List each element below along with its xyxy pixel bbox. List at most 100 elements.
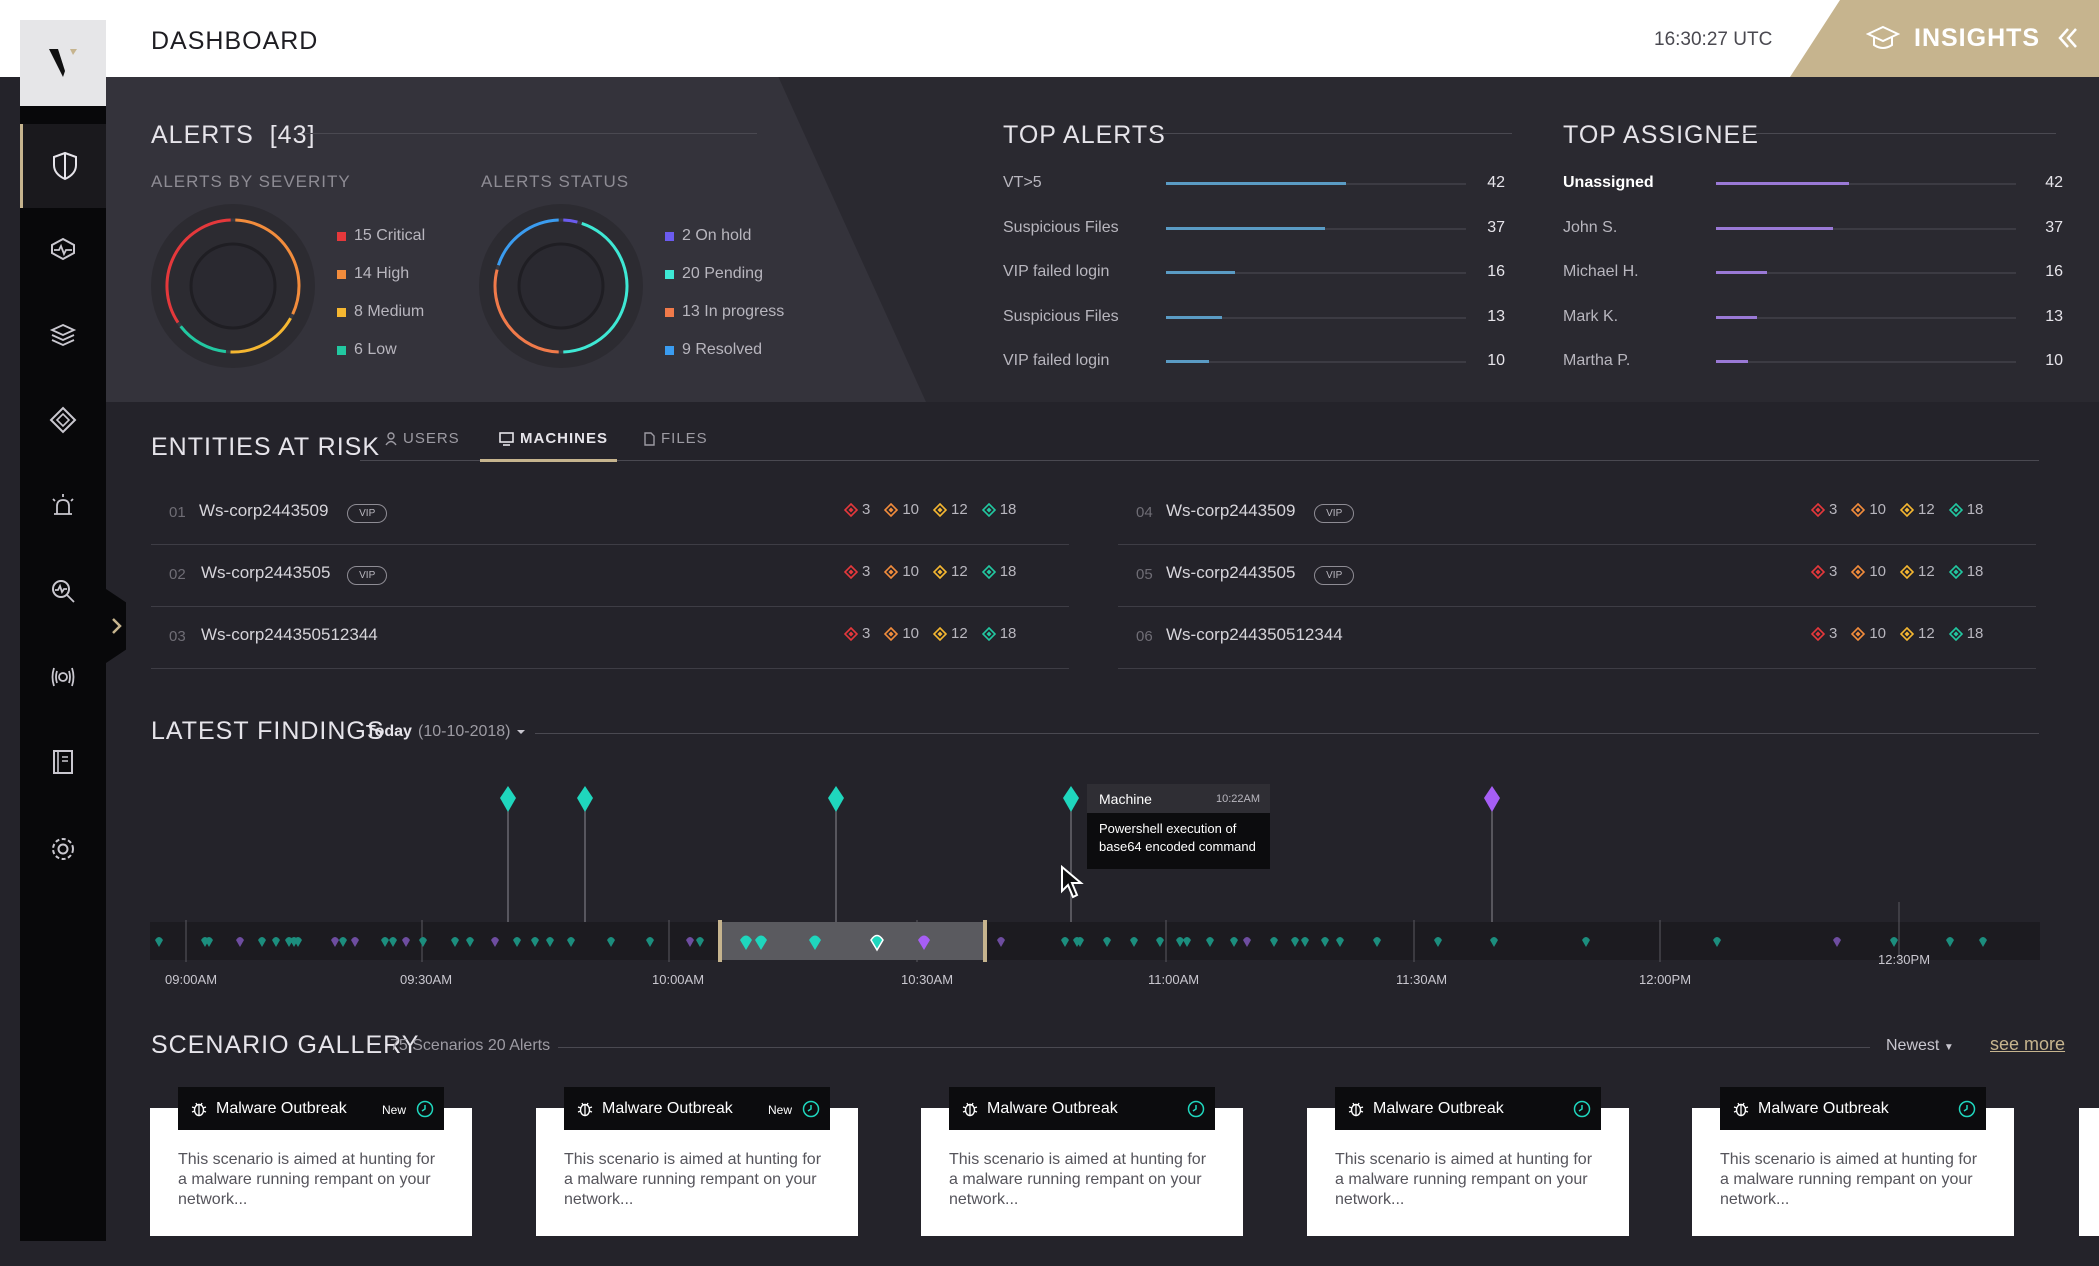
severity-legend-item[interactable]: 6 Low bbox=[337, 341, 397, 359]
critical-count: 3 bbox=[1811, 625, 1837, 642]
low-count: 18 bbox=[981, 501, 1016, 518]
top-alert-label: Suspicious Files bbox=[1003, 307, 1119, 325]
high-diamond-icon bbox=[1851, 502, 1866, 517]
insights-button[interactable]: INSIGHTS bbox=[1790, 0, 2099, 77]
severity-arc-critical bbox=[165, 218, 231, 324]
top-alert-label: VIP failed login bbox=[1003, 352, 1110, 369]
bug-icon bbox=[577, 1102, 593, 1117]
top-alert-value: 37 bbox=[1487, 218, 1505, 236]
timeline-finding-dot bbox=[419, 937, 427, 947]
status-legend-item[interactable]: 9 Resolved bbox=[665, 341, 762, 359]
finding-pin bbox=[577, 786, 593, 812]
date-dropdown-icon[interactable] bbox=[516, 728, 526, 736]
tab-machines-label: MACHINES bbox=[520, 430, 609, 447]
scenario-card-header[interactable]: Malware Outbreak bbox=[949, 1087, 1215, 1130]
diamond-icon bbox=[49, 406, 77, 434]
top-alert-bar-track bbox=[1166, 360, 1466, 363]
tooltip-text: Powershell execution of base64 encoded c… bbox=[1099, 821, 1256, 854]
logo[interactable] bbox=[20, 20, 106, 106]
tab-files[interactable]: FILES bbox=[644, 430, 708, 447]
timeline-finding-dot bbox=[1243, 937, 1251, 947]
entity-row[interactable]: 04 Ws-corp2443509 VIP 3 10 12 18 bbox=[1118, 482, 2036, 545]
entity-row[interactable]: 06 Ws-corp244350512344 3 10 12 18 bbox=[1118, 606, 2036, 669]
sidebar-item-shield[interactable] bbox=[20, 124, 106, 208]
sidebar-item-settings[interactable] bbox=[20, 807, 106, 891]
active-tab-indicator bbox=[480, 459, 617, 462]
tab-users[interactable]: USERS bbox=[385, 430, 460, 447]
scenario-card-partial[interactable] bbox=[2079, 1108, 2099, 1236]
entity-row[interactable]: 03 Ws-corp244350512344 3 10 12 18 bbox=[151, 606, 1069, 669]
medium-diamond-icon bbox=[933, 564, 948, 579]
legend-swatch bbox=[337, 269, 346, 279]
top-alert-bar-track bbox=[1166, 182, 1466, 185]
timeline-finding-dot bbox=[1582, 937, 1590, 947]
tab-files-label: FILES bbox=[661, 430, 708, 447]
sidebar-item-radar[interactable] bbox=[20, 635, 106, 719]
scenario-card-header[interactable]: Malware Outbreak bbox=[1720, 1087, 1986, 1130]
entity-number: 01 bbox=[169, 504, 186, 521]
top-alert-value: 16 bbox=[1487, 263, 1505, 280]
timeline-selection-handle-left bbox=[718, 920, 722, 962]
high-diamond-icon bbox=[1851, 626, 1866, 641]
assignee-label: Martha P. bbox=[1563, 352, 1631, 369]
alerts-title-rule bbox=[305, 133, 757, 134]
scenario-card-header[interactable]: Malware Outbreak bbox=[1335, 1087, 1601, 1130]
critical-count: 3 bbox=[844, 501, 870, 518]
scenario-card-header[interactable]: Malware Outbreak New bbox=[564, 1087, 830, 1130]
status-legend-item[interactable]: 2 On hold bbox=[665, 227, 751, 245]
low-count: 18 bbox=[1948, 563, 1983, 580]
legend-swatch bbox=[665, 231, 674, 241]
scenario-description: This scenario is aimed at hunting for a … bbox=[1720, 1151, 1978, 1208]
entity-row[interactable]: 02 Ws-corp2443505 VIP 3 10 12 18 bbox=[151, 544, 1069, 607]
timeline-selected-finding bbox=[755, 935, 767, 950]
top-alert-label: VIP failed login bbox=[1003, 263, 1110, 280]
sort-dropdown[interactable]: Newest ▼ bbox=[1886, 1037, 1954, 1055]
status-legend-item[interactable]: 13 In progress bbox=[665, 303, 784, 321]
sidebar-item-layers[interactable] bbox=[20, 293, 106, 377]
top-alert-value: 42 bbox=[1487, 174, 1505, 191]
timeline-finding-dot bbox=[1979, 937, 1987, 947]
timeline-finding-dot bbox=[491, 937, 499, 947]
top-alert-label: VT>5 bbox=[1003, 174, 1042, 191]
top-alert-bar-track bbox=[1166, 226, 1466, 230]
timeline-finding-dot bbox=[258, 937, 266, 947]
legend-swatch bbox=[337, 307, 346, 317]
medium-count: 12 bbox=[1900, 501, 1935, 518]
severity-legend-item[interactable]: 14 High bbox=[337, 265, 409, 283]
legend-label: 13 In progress bbox=[682, 303, 785, 320]
severity-legend-item[interactable]: 15 Critical bbox=[337, 227, 425, 245]
scenario-title: Malware Outbreak bbox=[1758, 1100, 1889, 1117]
high-diamond-icon bbox=[884, 626, 899, 641]
scenario-card-header[interactable]: Malware Outbreak New bbox=[178, 1087, 444, 1130]
timeline-finding-dot bbox=[272, 937, 280, 947]
timeline-finding-dot bbox=[646, 937, 654, 947]
findings-timeline[interactable] bbox=[150, 770, 2040, 970]
timeline-finding-dot bbox=[1291, 937, 1299, 947]
sidebar-item-analytics[interactable] bbox=[20, 549, 106, 633]
high-count: 10 bbox=[1851, 501, 1886, 518]
vip-badge: VIP bbox=[347, 566, 388, 585]
sidebar-item-alarm[interactable] bbox=[20, 464, 106, 548]
entity-name: Ws-corp2443505 bbox=[201, 563, 331, 582]
sort-label: Newest bbox=[1886, 1037, 1940, 1054]
sidebar-item-activity[interactable] bbox=[20, 207, 106, 291]
assignee-value: 37 bbox=[2045, 218, 2063, 236]
timeline-finding-dot bbox=[236, 937, 244, 947]
sidebar-item-diamond[interactable] bbox=[20, 378, 106, 462]
vip-badge: VIP bbox=[1314, 504, 1355, 523]
clock-icon bbox=[1187, 1100, 1205, 1118]
collapse-chevron-icon[interactable] bbox=[2056, 26, 2080, 50]
sidebar-item-reports[interactable] bbox=[20, 720, 106, 804]
see-more-link[interactable]: see more bbox=[1990, 1034, 2066, 1054]
status-legend-item[interactable]: 20 Pending bbox=[665, 265, 763, 283]
sidebar-expand-toggle[interactable] bbox=[106, 589, 126, 663]
top-alert-bar-track bbox=[1166, 271, 1466, 274]
severity-legend-item[interactable]: 8 Medium bbox=[337, 303, 424, 321]
timeline-finding-dot bbox=[389, 937, 397, 947]
entity-row[interactable]: 01 Ws-corp2443509 VIP 3 10 12 18 bbox=[151, 482, 1069, 545]
top-alert-label: Suspicious Files bbox=[1003, 218, 1119, 236]
timeline-finding-dot bbox=[331, 937, 339, 947]
entity-row[interactable]: 05 Ws-corp2443505 VIP 3 10 12 18 bbox=[1118, 544, 2036, 607]
timeline-time-label: 11:00AM bbox=[1148, 972, 1200, 987]
tab-machines[interactable]: MACHINES bbox=[499, 430, 608, 447]
